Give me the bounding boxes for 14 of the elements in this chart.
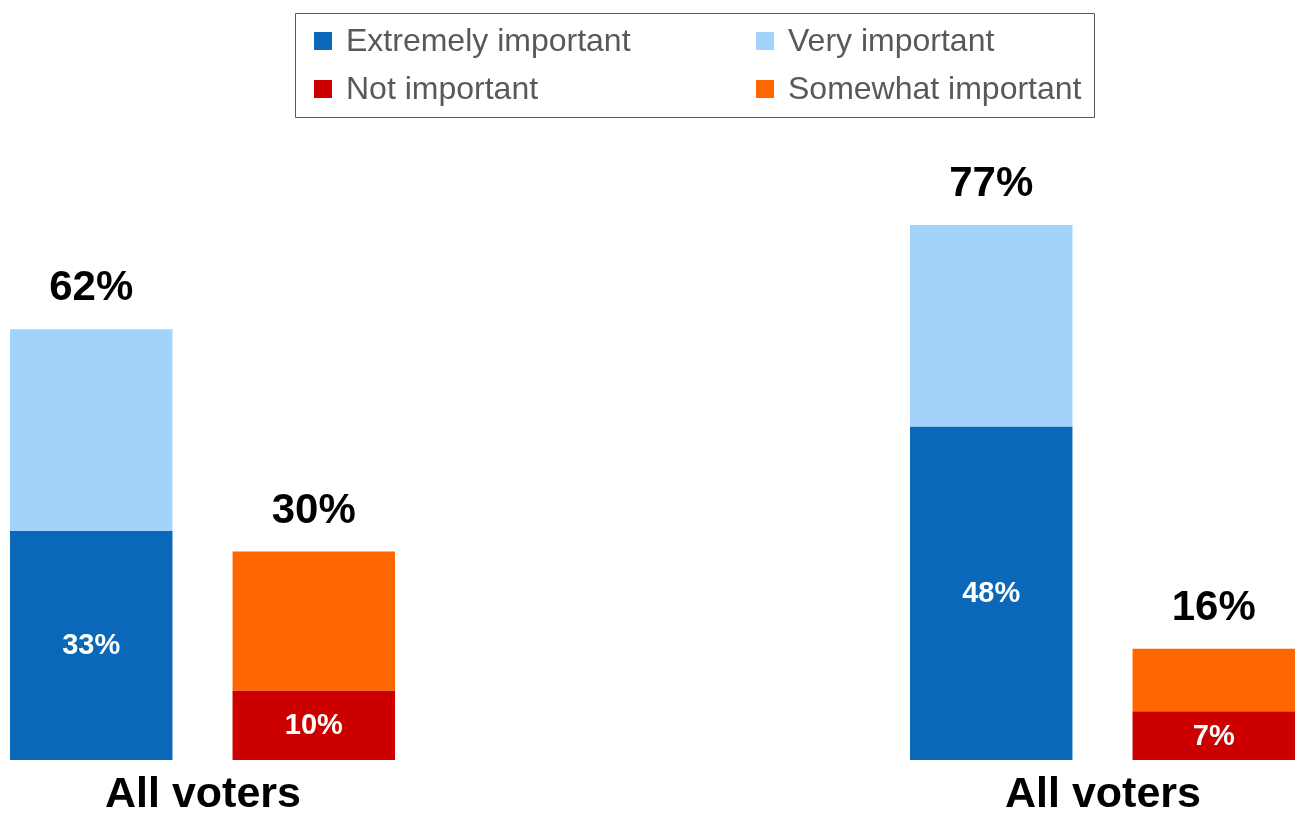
legend-label: Somewhat important <box>788 70 1082 106</box>
legend-label: Very important <box>788 22 995 58</box>
data-label: 10% <box>284 708 344 741</box>
x-axis-title: All voters <box>105 767 301 813</box>
total-label: 30% <box>271 484 356 532</box>
total-label: 77% <box>949 158 1034 205</box>
data-label: 48% <box>962 576 1021 609</box>
data-label: 33% <box>62 628 121 661</box>
total-label: 62% <box>49 262 134 310</box>
x-axis-title: All voters <box>1005 767 1201 813</box>
legend-label: Not important <box>346 70 539 106</box>
data-label: 7% <box>1192 718 1235 751</box>
legend-label: Extremely important <box>346 22 631 58</box>
total-label: 16% <box>1171 581 1256 629</box>
